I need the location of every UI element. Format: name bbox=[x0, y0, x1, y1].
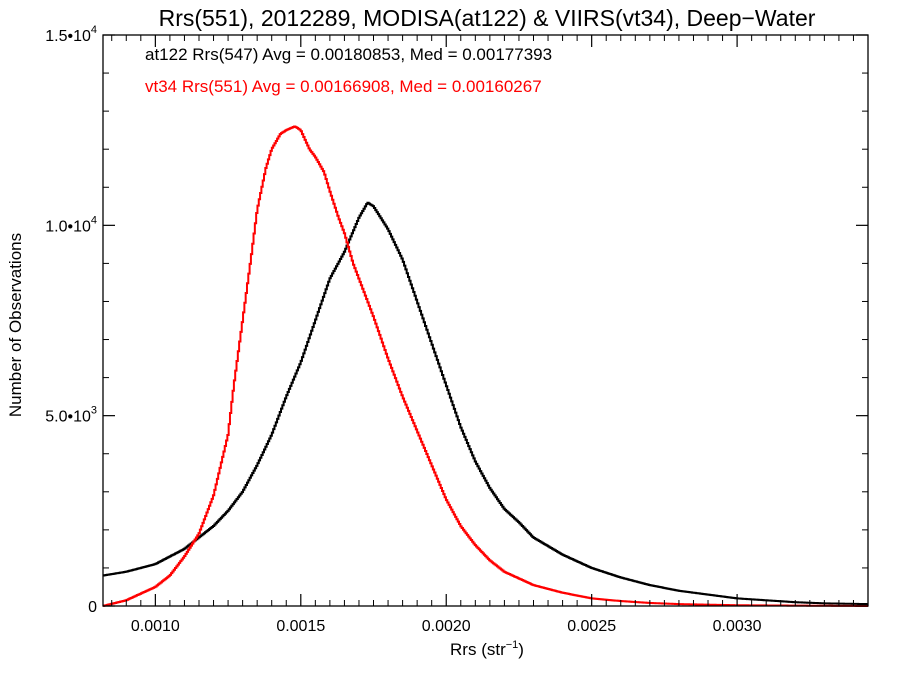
x-tick-label: 0.0030 bbox=[713, 618, 762, 635]
x-tick-label: 0.0020 bbox=[422, 618, 471, 635]
x-tick-label: 0.0015 bbox=[276, 618, 325, 635]
series-line-0 bbox=[103, 201, 869, 606]
y-tick-label: 1.0•104 bbox=[45, 214, 97, 235]
annotation-black: at122 Rrs(547) Avg = 0.00180853, Med = 0… bbox=[145, 45, 552, 64]
series-line-1 bbox=[103, 125, 869, 607]
annotation-red: vt34 Rrs(551) Avg = 0.00166908, Med = 0.… bbox=[145, 77, 542, 96]
x-tick-label: 0.0025 bbox=[567, 618, 616, 635]
x-axis-label: Rrs (str−1) bbox=[450, 639, 524, 659]
y-axis-label: Number of Observations bbox=[6, 233, 25, 417]
y-tick-label: 1.5•104 bbox=[45, 24, 97, 45]
y-axis: 0 5.0•103 1.0•104 1.5•104 bbox=[45, 24, 868, 616]
x-tick-label: 0.0010 bbox=[131, 618, 180, 635]
plot-frame bbox=[102, 34, 869, 607]
series-layer bbox=[103, 125, 869, 607]
chart-title: Rrs(551), 2012289, MODISA(at122) & VIIRS… bbox=[159, 5, 816, 31]
y-tick-label: 0 bbox=[88, 599, 97, 616]
y-tick-label: 5.0•103 bbox=[45, 405, 97, 426]
x-axis: 0.0010 0.0015 0.0020 0.0025 0.0030 bbox=[111, 35, 854, 635]
